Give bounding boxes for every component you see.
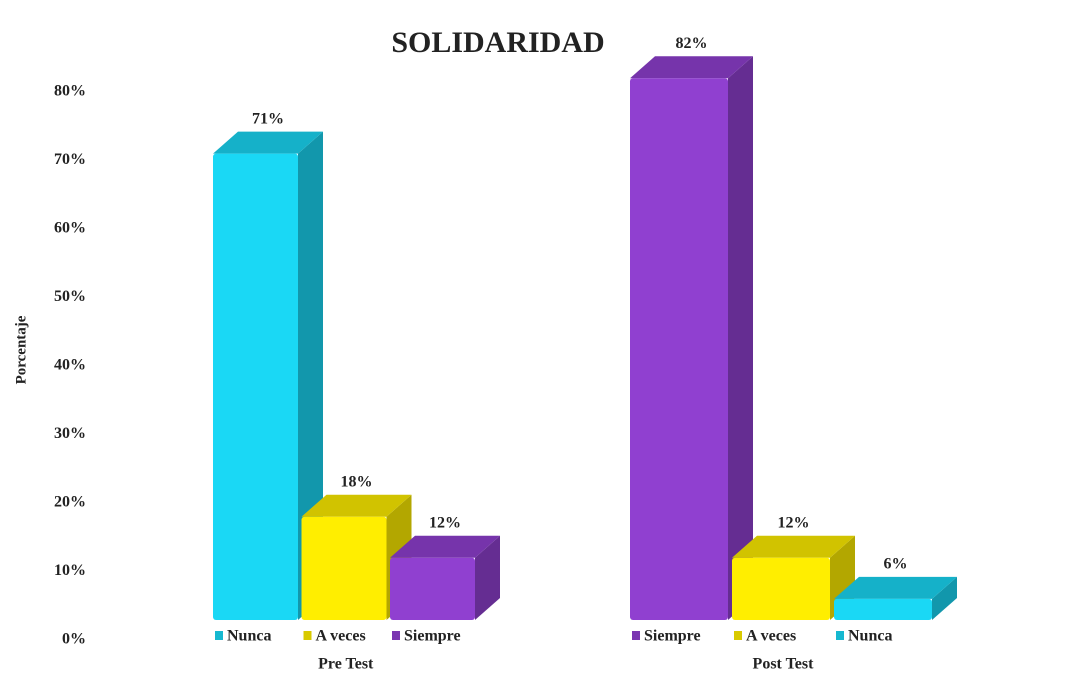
bar-top (301, 494, 412, 517)
bar (213, 153, 298, 620)
bar (834, 598, 932, 620)
legend-label: Nunca (227, 628, 271, 645)
y-tick-label: 70% (54, 151, 86, 168)
y-tick-label: 40% (54, 357, 86, 374)
legend-swatch (632, 631, 640, 640)
legend-swatch (734, 631, 742, 640)
group-label: Post Test (753, 656, 815, 673)
group-label: Pre Test (318, 656, 374, 673)
bar-side (298, 131, 323, 620)
bar (732, 557, 830, 620)
y-tick-label: 20% (54, 494, 86, 511)
y-tick-label: 80% (54, 83, 86, 100)
value-label: 12% (429, 514, 461, 531)
value-label: 18% (341, 473, 373, 490)
bar-top (390, 535, 500, 558)
bar-side (932, 576, 957, 620)
bar-top (213, 131, 323, 154)
y-axis-label: Porcentaje (13, 315, 29, 384)
legend-label: Siempre (644, 628, 701, 645)
bar-side (475, 535, 500, 620)
bar-top (834, 576, 957, 599)
chart-title: SOLIDARIDAD (391, 26, 604, 59)
value-label: 6% (884, 556, 908, 573)
legend-label: Nunca (848, 628, 892, 645)
value-label: 71% (252, 110, 284, 127)
legend-label: A veces (316, 628, 366, 645)
y-tick-label: 30% (54, 425, 86, 442)
legend-swatch (215, 631, 223, 640)
bar (301, 516, 387, 620)
bar-top (630, 56, 753, 79)
value-label: 82% (676, 35, 708, 52)
bar-side (728, 56, 753, 621)
y-tick-label: 60% (54, 220, 86, 237)
y-tick-label: 50% (54, 288, 86, 305)
y-tick-label: 10% (54, 562, 86, 579)
legend-swatch (836, 631, 844, 640)
legend-label: Siempre (404, 628, 461, 645)
bar (390, 557, 475, 620)
bar-top (732, 535, 855, 558)
bar (630, 78, 728, 621)
legend-swatch (303, 631, 312, 640)
legend-label: A veces (746, 628, 796, 645)
value-label: 12% (778, 514, 810, 531)
y-tick-label: 0% (62, 631, 86, 648)
legend-swatch (392, 631, 400, 640)
